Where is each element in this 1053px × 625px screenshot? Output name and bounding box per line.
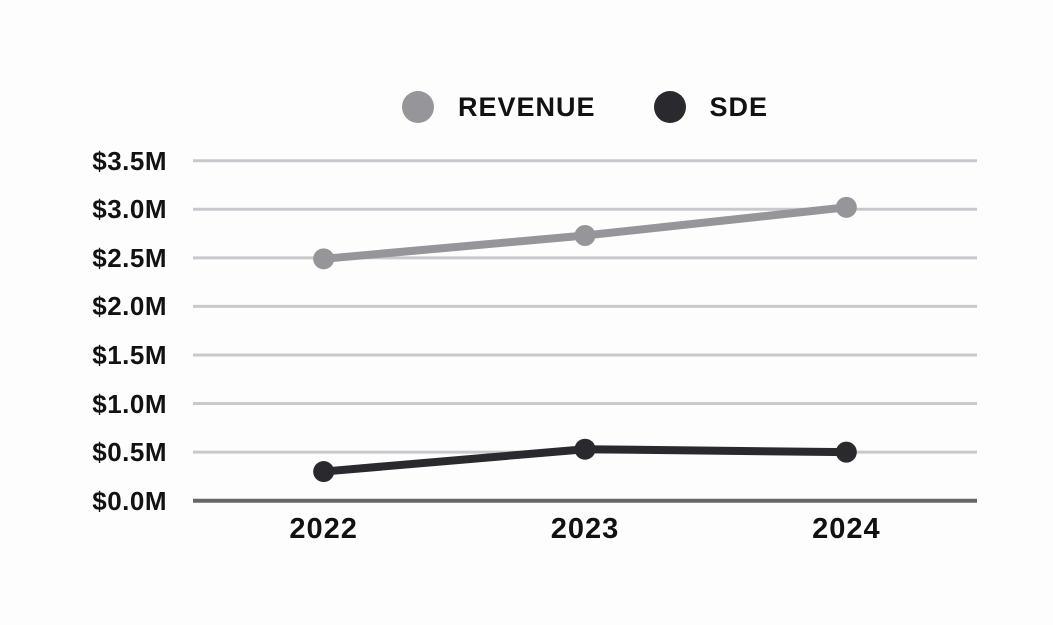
legend-label: SDE bbox=[709, 91, 769, 122]
y-tick-label: $2.5M bbox=[92, 242, 167, 273]
legend-dot-icon bbox=[653, 91, 686, 123]
y-tick-label: $1.5M bbox=[92, 339, 167, 370]
x-tick-label: 2024 bbox=[812, 513, 881, 545]
data-point-revenue-2022 bbox=[313, 248, 335, 270]
y-tick-label: $0.0M bbox=[92, 485, 167, 516]
data-point-sde-2023 bbox=[574, 438, 596, 460]
data-point-revenue-2024 bbox=[835, 196, 857, 218]
data-point-sde-2022 bbox=[313, 461, 335, 483]
x-tick-label: 2023 bbox=[550, 513, 620, 545]
y-tick-label: $2.0M bbox=[92, 291, 167, 322]
y-tick-label: $1.0M bbox=[92, 388, 167, 419]
legend-dot-icon bbox=[401, 91, 434, 123]
y-tick-label: $3.5M bbox=[92, 145, 167, 176]
y-tick-label: $0.5M bbox=[92, 437, 167, 468]
data-point-sde-2024 bbox=[835, 441, 857, 463]
y-tick-label: $3.0M bbox=[92, 194, 167, 225]
x-tick-label: 2022 bbox=[289, 513, 358, 545]
chart-legend: Revenue SDE bbox=[193, 85, 977, 129]
legend-item-revenue: Revenue bbox=[401, 91, 596, 123]
data-point-revenue-2023 bbox=[574, 225, 596, 246]
legend-label: Revenue bbox=[457, 91, 596, 122]
legend-item-sde: SDE bbox=[653, 91, 769, 123]
